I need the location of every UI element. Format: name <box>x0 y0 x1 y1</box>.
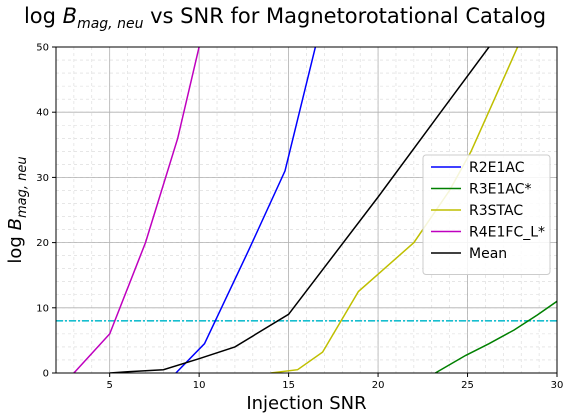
x-tick-label: 25 <box>461 380 474 391</box>
series-line-r4e1fc-l- <box>73 47 200 373</box>
legend-label: R3E1AC* <box>469 182 532 198</box>
x-tick-label: 5 <box>106 380 112 391</box>
y-axis-label: log Bmag, neu <box>5 156 30 263</box>
legend: R2E1AC R3E1AC* R3STAC R4E1FC_L* Mean <box>422 154 551 275</box>
legend-label: Mean <box>469 246 507 262</box>
legend-box <box>422 154 551 275</box>
x-tick-label: 10 <box>193 380 206 391</box>
series-line-r2e1ac <box>175 47 317 373</box>
x-tick-label: 20 <box>372 380 385 391</box>
legend-label: R4E1FC_L* <box>469 225 545 241</box>
series-line-r3e1ac- <box>434 300 557 373</box>
x-tick-label: 15 <box>282 380 295 391</box>
x-tick-label: 30 <box>551 380 564 391</box>
chart-title: log Bmag, neu vs SNR for Magnetorotation… <box>23 4 547 33</box>
y-tick-label: 0 <box>43 369 49 380</box>
y-tick-label: 10 <box>36 303 49 314</box>
y-tick-label: 50 <box>36 43 49 54</box>
legend-label: R3STAC <box>469 203 523 219</box>
y-tick-label: 20 <box>36 238 49 249</box>
series-lines <box>73 47 557 373</box>
x-axis-label: Injection SNR <box>246 393 366 414</box>
y-tick-label: 30 <box>36 173 49 184</box>
series-line-mean <box>109 47 490 373</box>
y-tick-label: 40 <box>36 108 49 119</box>
series-line-r3stac <box>270 47 519 373</box>
axis-ticks: 5 10 15 20 25 30 0 10 20 30 40 50 <box>36 43 563 392</box>
legend-label: R2E1AC <box>469 160 525 176</box>
plot-frame <box>55 46 558 374</box>
